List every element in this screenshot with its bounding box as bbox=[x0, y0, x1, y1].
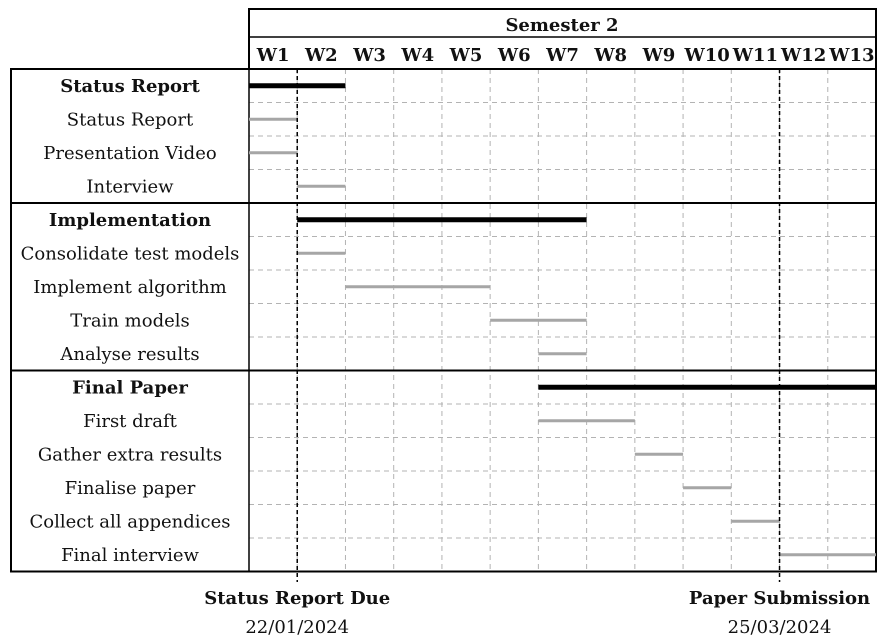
table-frames bbox=[10, 8, 877, 573]
week-label-w9: W9 bbox=[642, 45, 676, 66]
week-label-w11: W11 bbox=[732, 45, 778, 66]
task-label: Status Report bbox=[67, 109, 194, 130]
task-bar bbox=[249, 151, 298, 155]
week-label-w13: W13 bbox=[828, 45, 874, 66]
week-label-w1: W1 bbox=[256, 45, 290, 66]
week-label-w2: W2 bbox=[304, 45, 338, 66]
group-label: Status Report bbox=[60, 76, 200, 97]
group-label: Implementation bbox=[49, 210, 211, 231]
task-label: Analyse results bbox=[59, 344, 199, 365]
task-bar bbox=[538, 352, 587, 356]
task-label: First draft bbox=[83, 411, 178, 432]
week-label-w4: W4 bbox=[400, 45, 434, 66]
task-bar bbox=[249, 117, 298, 121]
task-bar bbox=[297, 184, 346, 188]
task-label: Finalise paper bbox=[65, 478, 196, 499]
week-label-w12: W12 bbox=[780, 45, 826, 66]
task-label: Presentation Video bbox=[43, 143, 216, 164]
week-header: W1 W2 W3 W4 W5 W6 W7 W8 W9 W10 W11 W12 W13 bbox=[256, 45, 875, 66]
milestone-label: Status Report Due bbox=[204, 588, 390, 609]
task-bar bbox=[779, 553, 876, 557]
task-bar bbox=[297, 251, 346, 255]
milestone-date: 25/03/2024 bbox=[728, 617, 832, 638]
task-bar bbox=[490, 318, 587, 322]
task-bar bbox=[345, 285, 491, 289]
group-label: Final Paper bbox=[72, 377, 188, 398]
task-bar bbox=[634, 452, 684, 456]
task-label: Train models bbox=[70, 310, 190, 331]
bars bbox=[249, 83, 876, 557]
group-frame bbox=[10, 369, 877, 573]
week-label-w7: W7 bbox=[545, 45, 579, 66]
task-label: Interview bbox=[86, 176, 174, 197]
task-label: Gather extra results bbox=[38, 444, 222, 465]
week-label-w8: W8 bbox=[593, 45, 627, 66]
group-bar bbox=[297, 217, 587, 223]
task-label: Final interview bbox=[61, 545, 199, 566]
semester-label: Semester 2 bbox=[505, 15, 618, 36]
header: Semester 2 bbox=[505, 15, 618, 36]
task-label: Collect all appendices bbox=[29, 511, 230, 532]
task-bar bbox=[538, 419, 635, 423]
task-bar bbox=[731, 519, 780, 523]
group-bar bbox=[538, 384, 876, 390]
task-label: Consolidate test models bbox=[21, 243, 240, 264]
milestone-label: Paper Submission bbox=[689, 588, 870, 609]
milestones: Status Report Due 22/01/2024 Paper Submiss… bbox=[204, 69, 870, 638]
week-label-w3: W3 bbox=[352, 45, 386, 66]
grid-lines bbox=[249, 69, 876, 572]
week-label-w6: W6 bbox=[497, 45, 531, 66]
milestone-date: 22/01/2024 bbox=[245, 617, 349, 638]
row-labels: Status Report Status Report Presentation V… bbox=[21, 76, 240, 566]
week-label-w10: W10 bbox=[684, 45, 730, 66]
week-label-w5: W5 bbox=[449, 45, 483, 66]
task-bar bbox=[683, 486, 732, 490]
task-label: Implement algorithm bbox=[33, 277, 226, 298]
